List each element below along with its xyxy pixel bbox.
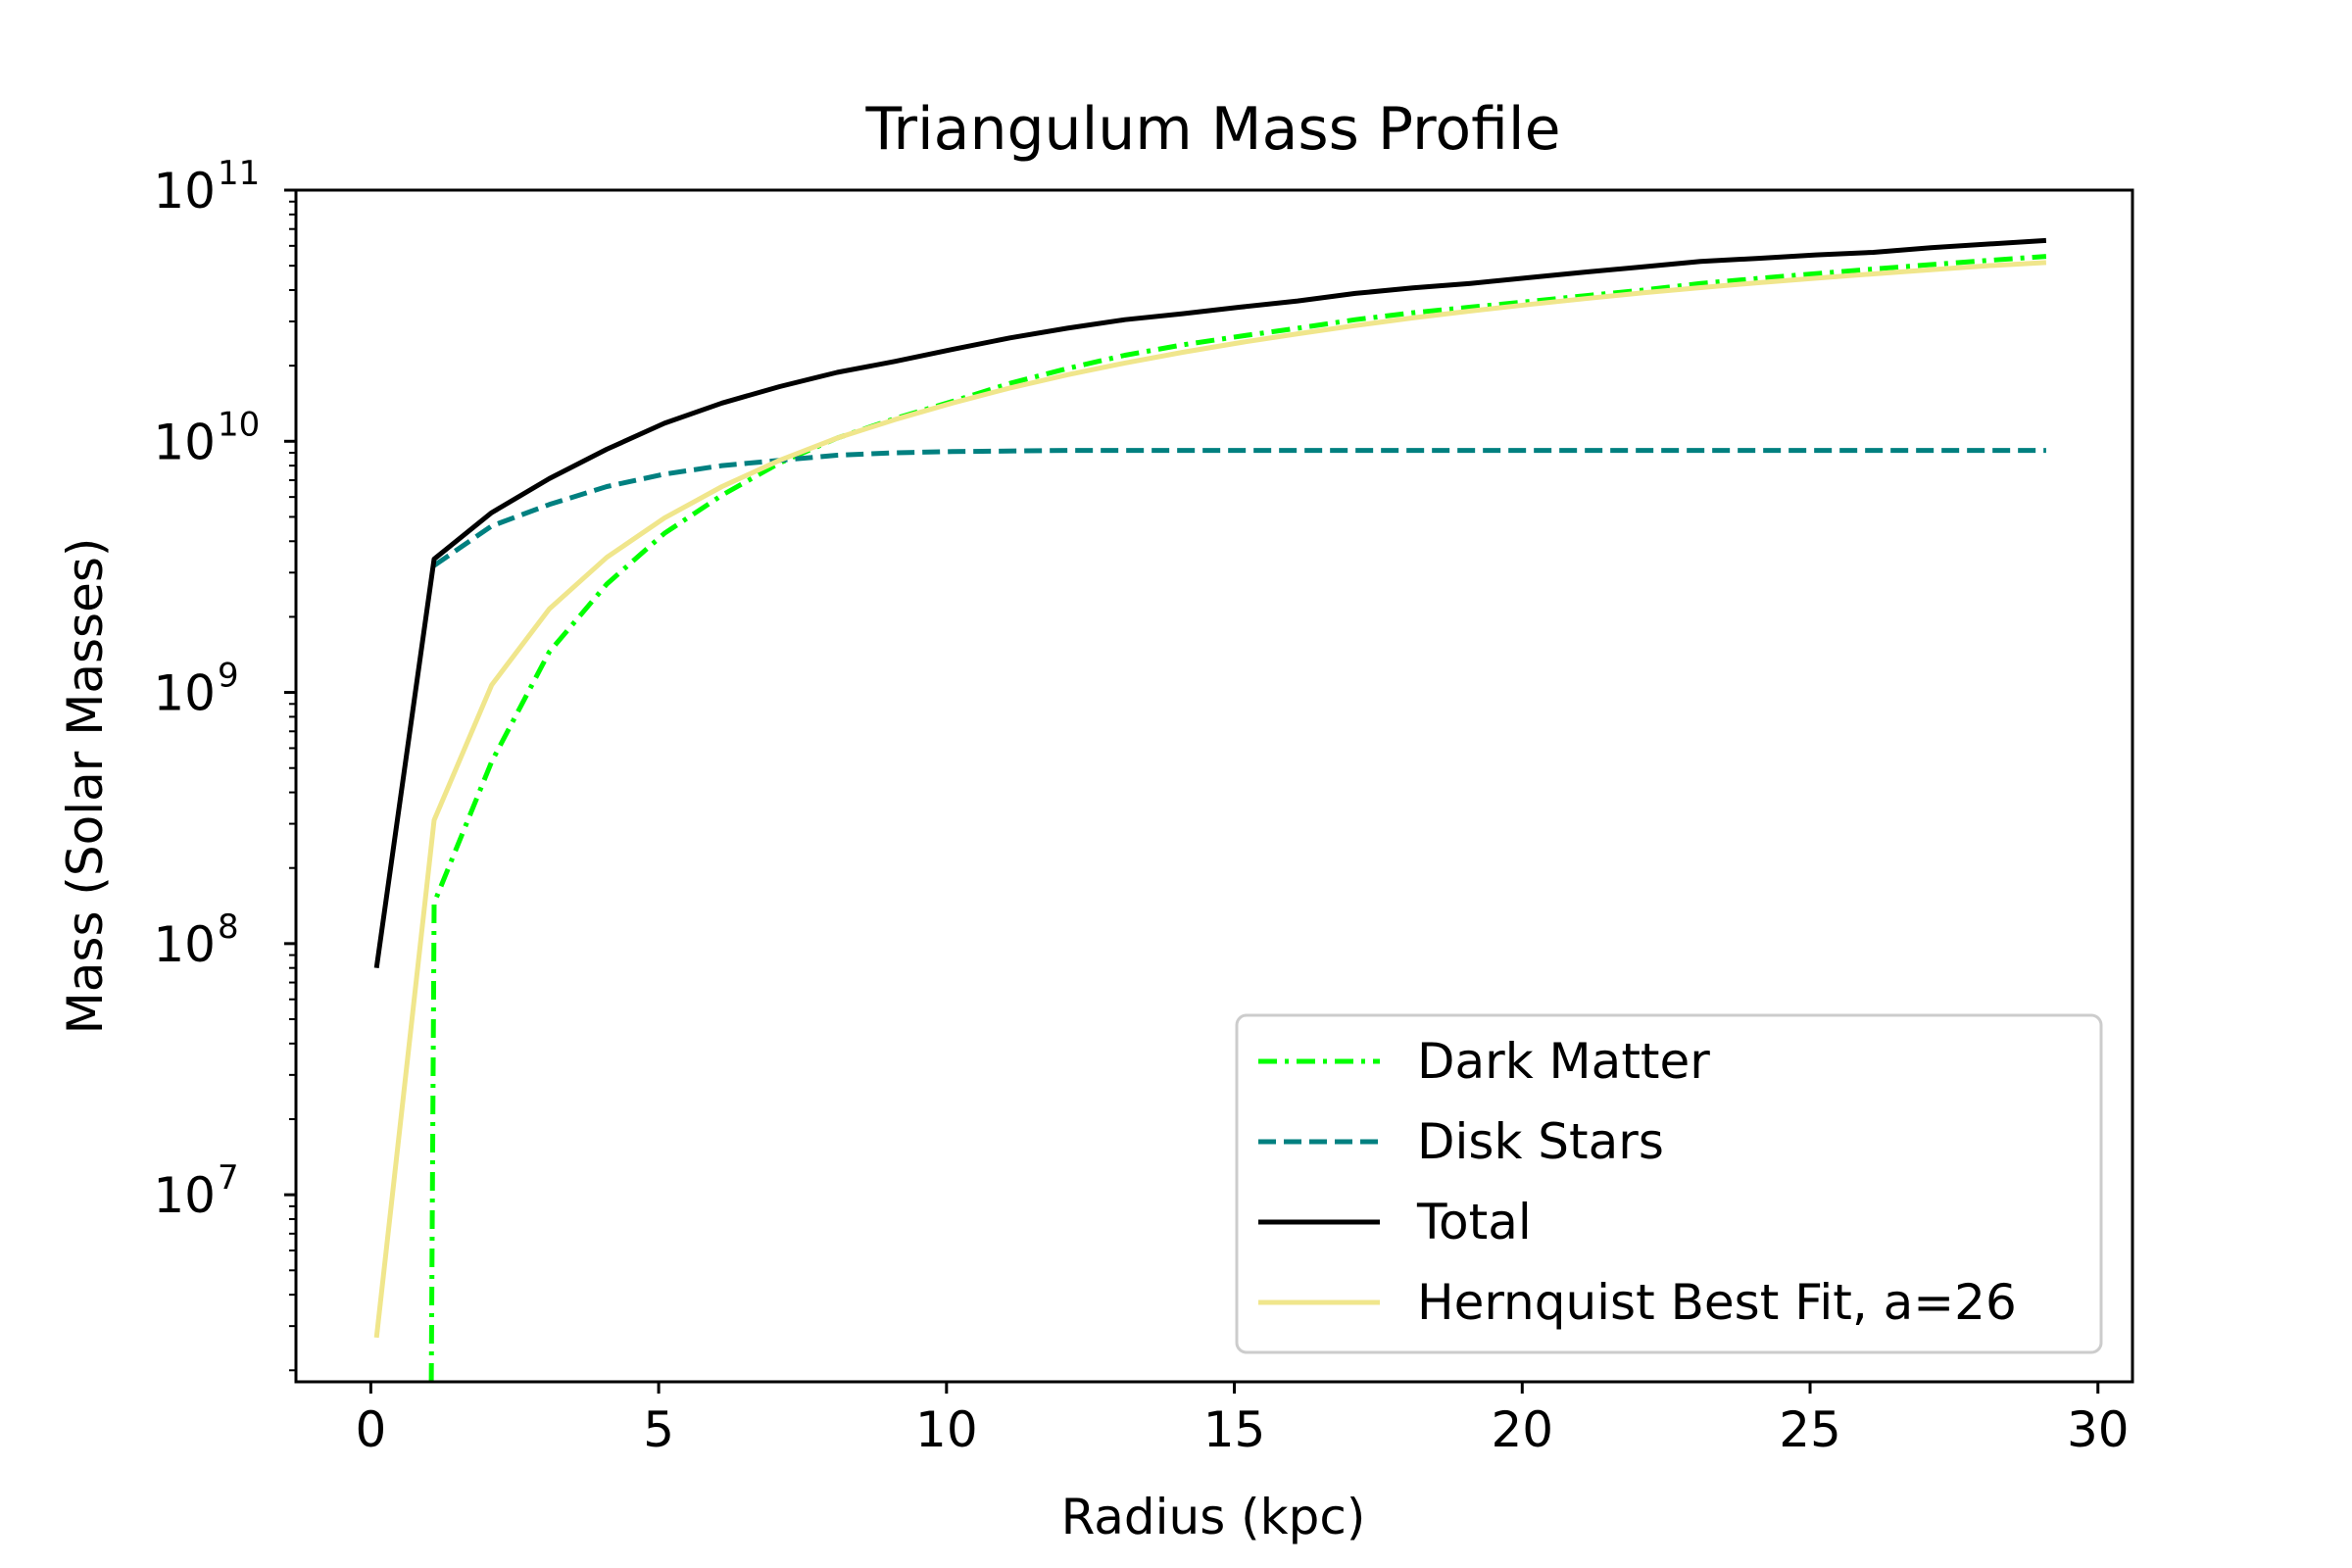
y-tick-label: 10 (153, 414, 216, 470)
legend: Dark Matter Disk Stars Total Hernquist Best… (1235, 1013, 2103, 1354)
x-tick-label: 20 (1491, 1401, 1553, 1458)
series-line-total (373, 237, 2047, 969)
y-tick-exponent: 11 (218, 154, 260, 193)
x-tick-label: 0 (355, 1401, 386, 1458)
plot-frame (294, 188, 2134, 1384)
legend-label: Dark Matter (1417, 1033, 1710, 1090)
y-tick-exponent: 7 (218, 1158, 239, 1198)
y-tick-label: 10 (153, 163, 216, 220)
y-axis-label: Mass (Solar Masses) (57, 538, 114, 1035)
legend-items: Dark Matter Disk Stars Total Hernquist Best… (1258, 1033, 2017, 1331)
x-tick-label: 10 (915, 1401, 978, 1458)
series-line-hernquist-best-fit-a-26 (373, 260, 2047, 1339)
x-axis-ticks: 0 5 10 15 20 25 30 (355, 1382, 2130, 1458)
x-tick-label: 15 (1203, 1401, 1266, 1458)
x-axis-label: Radius (kpc) (1061, 1489, 1366, 1545)
series-line-dark-matter (428, 254, 2047, 1383)
plot-area (373, 237, 2047, 1383)
y-tick-exponent: 8 (218, 907, 239, 947)
legend-label: Hernquist Best Fit, a=26 (1417, 1274, 2017, 1331)
y-tick-label: 10 (153, 1167, 216, 1224)
chart-title: Triangulum Mass Profile (865, 95, 1561, 164)
legend-box (1235, 1013, 2103, 1354)
y-tick-exponent: 9 (218, 657, 239, 696)
series-line-disk-stars (432, 448, 2046, 568)
y-tick-label: 10 (153, 665, 216, 722)
x-tick-label: 5 (643, 1401, 674, 1458)
x-tick-label: 30 (2067, 1401, 2130, 1458)
x-tick-label: 25 (1779, 1401, 1841, 1458)
y-tick-exponent: 10 (218, 405, 260, 444)
axes (294, 188, 2134, 1384)
legend-label: Total (1416, 1194, 1532, 1250)
legend-label: Disk Stars (1417, 1113, 1664, 1170)
y-tick-label: 10 (153, 916, 216, 973)
